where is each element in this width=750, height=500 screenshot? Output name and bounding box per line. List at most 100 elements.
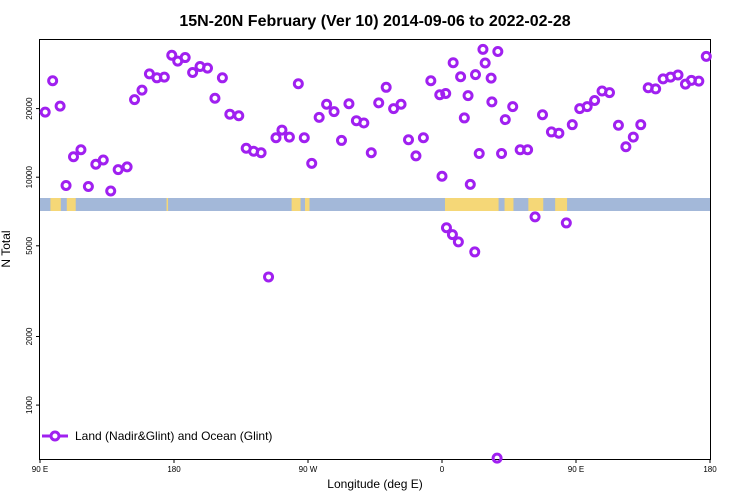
data-point bbox=[358, 117, 370, 129]
data-point bbox=[82, 181, 94, 193]
land-patch bbox=[66, 198, 76, 211]
data-point bbox=[693, 75, 705, 87]
data-point bbox=[566, 119, 578, 131]
data-point bbox=[75, 144, 87, 156]
data-point bbox=[529, 211, 541, 223]
x-tick-label: 90 E bbox=[32, 465, 48, 474]
data-point bbox=[336, 134, 347, 146]
x-tick-label: 0 bbox=[440, 465, 445, 474]
data-point bbox=[216, 72, 228, 84]
data-point bbox=[417, 132, 429, 144]
legend: Land (Nadir&Glint) and Ocean (Glint) bbox=[42, 429, 272, 443]
x-tick-label: 90 W bbox=[299, 465, 318, 474]
data-point bbox=[486, 96, 498, 108]
data-point bbox=[54, 100, 66, 112]
data-point bbox=[462, 90, 474, 102]
data-point bbox=[403, 134, 414, 146]
data-point bbox=[60, 179, 72, 191]
data-point bbox=[446, 229, 458, 241]
data-point bbox=[604, 87, 615, 99]
land-patch bbox=[305, 198, 310, 211]
data-point bbox=[276, 124, 288, 136]
data-point bbox=[105, 185, 117, 197]
data-point bbox=[627, 131, 639, 143]
data-point bbox=[166, 49, 178, 61]
y-tick-label: 20000 bbox=[25, 97, 34, 120]
legend-marker bbox=[49, 430, 61, 442]
data-point bbox=[440, 222, 452, 234]
data-point bbox=[121, 161, 133, 173]
data-point bbox=[650, 83, 662, 95]
y-tick-label: 1000 bbox=[25, 396, 34, 414]
data-point bbox=[68, 151, 79, 163]
data-point bbox=[496, 148, 508, 160]
data-point bbox=[470, 69, 481, 81]
data-point bbox=[283, 131, 295, 143]
data-point bbox=[365, 147, 377, 159]
data-point bbox=[499, 114, 511, 126]
data-point bbox=[158, 71, 170, 83]
data-point bbox=[39, 106, 51, 118]
data-point bbox=[458, 112, 470, 124]
data-point bbox=[410, 150, 422, 162]
data-point bbox=[485, 72, 497, 84]
y-tick-label: 2000 bbox=[25, 327, 34, 345]
data-point bbox=[209, 92, 221, 104]
scatter-points bbox=[39, 43, 712, 464]
land-patch bbox=[555, 198, 568, 211]
x-tick-label: 180 bbox=[167, 465, 181, 474]
data-point bbox=[306, 157, 318, 169]
data-point bbox=[452, 236, 464, 248]
data-point bbox=[477, 43, 489, 55]
data-point bbox=[492, 46, 504, 58]
data-point bbox=[255, 147, 267, 159]
data-point bbox=[434, 89, 446, 101]
data-point bbox=[224, 108, 236, 120]
y-tick-label: 5000 bbox=[25, 236, 34, 254]
land-patch bbox=[504, 198, 514, 211]
data-point bbox=[187, 67, 199, 79]
data-point bbox=[635, 119, 647, 131]
data-point bbox=[522, 144, 534, 156]
data-point bbox=[447, 57, 459, 69]
data-point bbox=[464, 178, 476, 190]
data-point bbox=[473, 148, 485, 160]
x-tick-label: 90 E bbox=[568, 465, 584, 474]
data-point bbox=[537, 109, 548, 121]
data-point bbox=[321, 98, 333, 110]
data-point bbox=[373, 97, 385, 109]
data-point bbox=[491, 452, 503, 464]
data-point bbox=[388, 103, 400, 115]
data-point bbox=[233, 110, 245, 122]
legend-label: Land (Nadir&Glint) and Ocean (Glint) bbox=[75, 429, 272, 443]
ocean-band bbox=[40, 198, 710, 211]
data-point bbox=[700, 50, 712, 62]
land-ocean-strip bbox=[40, 198, 710, 211]
data-point bbox=[328, 106, 340, 118]
data-point bbox=[507, 101, 519, 113]
data-point bbox=[589, 95, 601, 107]
data-point bbox=[395, 98, 407, 110]
y-axis: 1000 2000 5000 10000 20000 bbox=[25, 97, 40, 414]
data-point bbox=[202, 62, 213, 74]
x-axis: 90 E 180 90 W 0 90 E 180 bbox=[32, 459, 717, 474]
data-point bbox=[179, 52, 191, 64]
data-point bbox=[612, 119, 624, 131]
data-point bbox=[380, 81, 392, 93]
data-point bbox=[469, 246, 481, 258]
data-point bbox=[298, 132, 310, 144]
data-point bbox=[263, 271, 275, 283]
data-point bbox=[270, 132, 282, 144]
y-tick-label: 10000 bbox=[25, 166, 34, 189]
land-patch bbox=[528, 198, 544, 211]
data-point bbox=[47, 75, 59, 87]
land-patch bbox=[166, 198, 169, 211]
y-axis-label: N Total bbox=[0, 230, 13, 267]
plot-frame bbox=[39, 39, 711, 460]
data-point bbox=[97, 154, 109, 166]
data-point bbox=[581, 101, 593, 113]
data-point bbox=[553, 127, 565, 139]
data-point bbox=[479, 57, 491, 69]
chart-title: 15N-20N February (Ver 10) 2014-09-06 to … bbox=[179, 13, 570, 30]
data-point bbox=[672, 69, 684, 81]
